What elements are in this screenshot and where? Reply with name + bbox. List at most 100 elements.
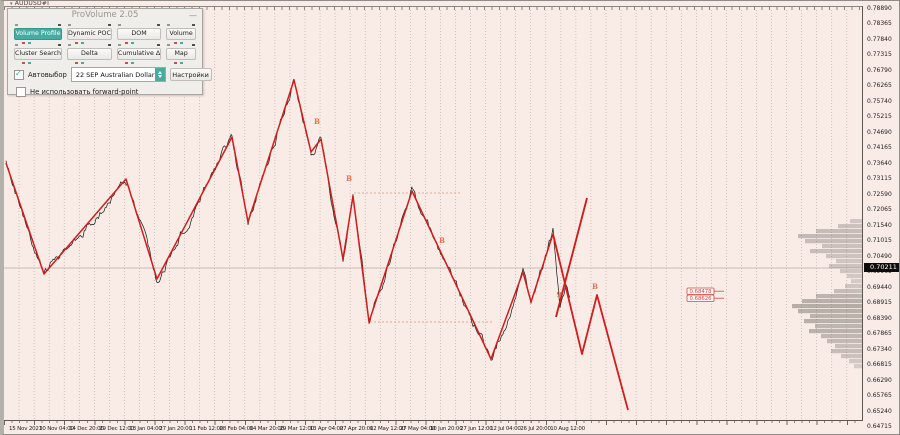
- price-tag-box: [686, 287, 715, 295]
- price-axis-label: 0.72590: [867, 190, 892, 198]
- forward-point-label: Не использовать forward-point: [30, 88, 139, 96]
- button-indicator-icon: [174, 62, 178, 64]
- price-axis-label: 0.70490: [867, 252, 892, 260]
- volume-profile-bar: [836, 259, 862, 264]
- collapse-icon[interactable]: ▾: [10, 1, 13, 7]
- button-indicator-icon: [15, 24, 18, 26]
- panel-button-cumulative-delta[interactable]: Cumulative Δ: [116, 48, 162, 60]
- symbol-text: AUDUSD#I: [14, 0, 50, 7]
- panel-forward-point-row: ✓ Не использовать forward-point: [16, 87, 196, 97]
- button-indicator-icon: [130, 42, 134, 44]
- volume-profile-bar: [834, 289, 862, 294]
- volume-profile-bar: [851, 279, 862, 284]
- time-axis: 15 Nov 2021 30 Nov 04:00 14 Dec 20:00 29 De…: [4, 421, 862, 434]
- time-axis-label: 28 Feb 04:00: [219, 426, 254, 432]
- panel-instrument-row: ✓ Автовыбор 22 SEP Australian Dollar Нас…: [14, 67, 212, 82]
- volume-profile-bar: [845, 284, 862, 289]
- button-indicator-icon: [117, 44, 121, 46]
- panel-title: ProVolume 2.05 —: [8, 9, 202, 22]
- time-axis-label: 11 Feb 12:00: [189, 426, 224, 432]
- autoselect-checkbox[interactable]: ✓: [14, 69, 24, 80]
- price-axis-label: 0.74165: [867, 144, 892, 151]
- time-axis-label: 13 Apr 04:00: [309, 426, 344, 432]
- button-indicator-icon: [192, 24, 195, 26]
- settings-button[interactable]: Настройки: [169, 68, 212, 81]
- volume-profile-bar: [840, 269, 862, 274]
- volume-profile-bar: [816, 229, 862, 234]
- panel-button-grid: Volume Profile Dynamic POC DOM Volume Cl…: [14, 24, 196, 64]
- time-axis-label: 13 Jan 04:00: [129, 426, 162, 432]
- volume-profile-bar: [804, 319, 862, 324]
- select-spinner-icon[interactable]: [154, 68, 165, 81]
- volume-profile-bar: [810, 314, 862, 319]
- price-axis-label: 0.67340: [867, 345, 892, 353]
- button-indicator-icon: [192, 44, 195, 46]
- button-indicator-icon: [180, 42, 184, 44]
- volume-profile-bar: [821, 334, 862, 339]
- price-axis-label: 0.65765: [867, 392, 892, 399]
- price-axis-label: 0.75215: [867, 113, 892, 120]
- price-axis-label: 0.69965: [867, 268, 892, 275]
- button-indicator-icon: [28, 42, 31, 44]
- panel-button-map[interactable]: Map: [166, 48, 196, 60]
- instrument-select[interactable]: 22 SEP Australian Dollar: [70, 67, 166, 82]
- price-axis-label: 0.65240: [867, 407, 892, 415]
- instrument-selected-value: 22 SEP Australian Dollar: [75, 70, 155, 79]
- time-axis-label: 27 Jun 12:00: [460, 426, 493, 432]
- button-indicator-icon: [117, 24, 121, 26]
- forward-point-checkbox[interactable]: ✓: [16, 87, 26, 97]
- time-axis-label: 27 Jan 20:00: [159, 426, 192, 432]
- panel-button-volume-profile[interactable]: Volume Profile: [14, 28, 62, 40]
- time-axis-label: 15 Nov 2021: [9, 426, 43, 432]
- price-axis-label: 0.73115: [867, 175, 892, 182]
- panel-button-dom[interactable]: DOM: [116, 28, 162, 40]
- button-indicator-icon: [74, 42, 78, 44]
- time-axis-label: 27 May 04:00: [399, 426, 436, 432]
- button-indicator-icon: [67, 44, 71, 46]
- button-indicator-icon: [157, 24, 161, 26]
- minimize-button[interactable]: —: [189, 11, 197, 20]
- price-axis: 0.70211 0.78890 0.78365 0.77840 0.77315 0.76…: [862, 5, 899, 430]
- button-indicator-icon: [124, 62, 128, 64]
- top-axis-ticks: [4, 7, 862, 10]
- volume-profile-bar: [835, 344, 862, 349]
- volume-profile-bar: [854, 364, 862, 369]
- price-axis-label: 0.69440: [867, 283, 892, 291]
- wave-label: B: [346, 174, 352, 183]
- volume-profile-bar: [849, 359, 862, 364]
- price-axis-label: 0.66815: [867, 361, 892, 368]
- button-indicator-icon: [167, 24, 171, 26]
- button-indicator-icon: [124, 42, 128, 44]
- volume-profile-bar: [826, 254, 862, 259]
- button-indicator-icon: [180, 62, 184, 64]
- panel-button-volume[interactable]: Volume: [166, 28, 196, 40]
- price-axis-label: 0.74690: [867, 128, 892, 136]
- volume-profile-bar: [810, 249, 862, 254]
- time-axis-label: 12 May 12:00: [369, 426, 406, 432]
- wave-label: B: [592, 282, 598, 291]
- volume-profile-bar: [815, 324, 862, 329]
- price-axis-label: 0.71015: [867, 237, 892, 244]
- button-indicator-icon: [107, 44, 111, 46]
- panel-button-cluster-search[interactable]: Cluster Search: [14, 48, 62, 60]
- current-price-box: 0.70211: [864, 262, 899, 272]
- time-axis-label: 10 Jun 20:00: [429, 426, 463, 432]
- time-axis-label: 12 Jul 04:00: [490, 426, 521, 432]
- symbol-label: ▾ AUDUSD#I: [10, 0, 50, 7]
- panel-button-dynamic-poc[interactable]: Dynamic POC: [66, 28, 112, 40]
- button-indicator-icon: [22, 62, 25, 64]
- provolume-panel: ProVolume 2.05 — Volume Profile Dynamic …: [7, 8, 212, 97]
- price-axis-label: 0.77840: [867, 35, 892, 43]
- price-axis-label: 0.67865: [867, 330, 892, 337]
- bottom-axis-ticks: [4, 421, 862, 425]
- time-axis-label: 29 Mar 12:00: [279, 426, 315, 432]
- panel-button-delta[interactable]: Delta: [66, 48, 112, 60]
- zigzag-line: [5, 79, 554, 360]
- volume-profile-bar: [798, 309, 862, 314]
- button-indicator-icon: [157, 44, 161, 46]
- volume-profile-bar: [802, 299, 862, 304]
- button-indicator-icon: [67, 24, 71, 26]
- button-indicator-icon: [74, 62, 78, 64]
- button-indicator-icon: [57, 24, 61, 26]
